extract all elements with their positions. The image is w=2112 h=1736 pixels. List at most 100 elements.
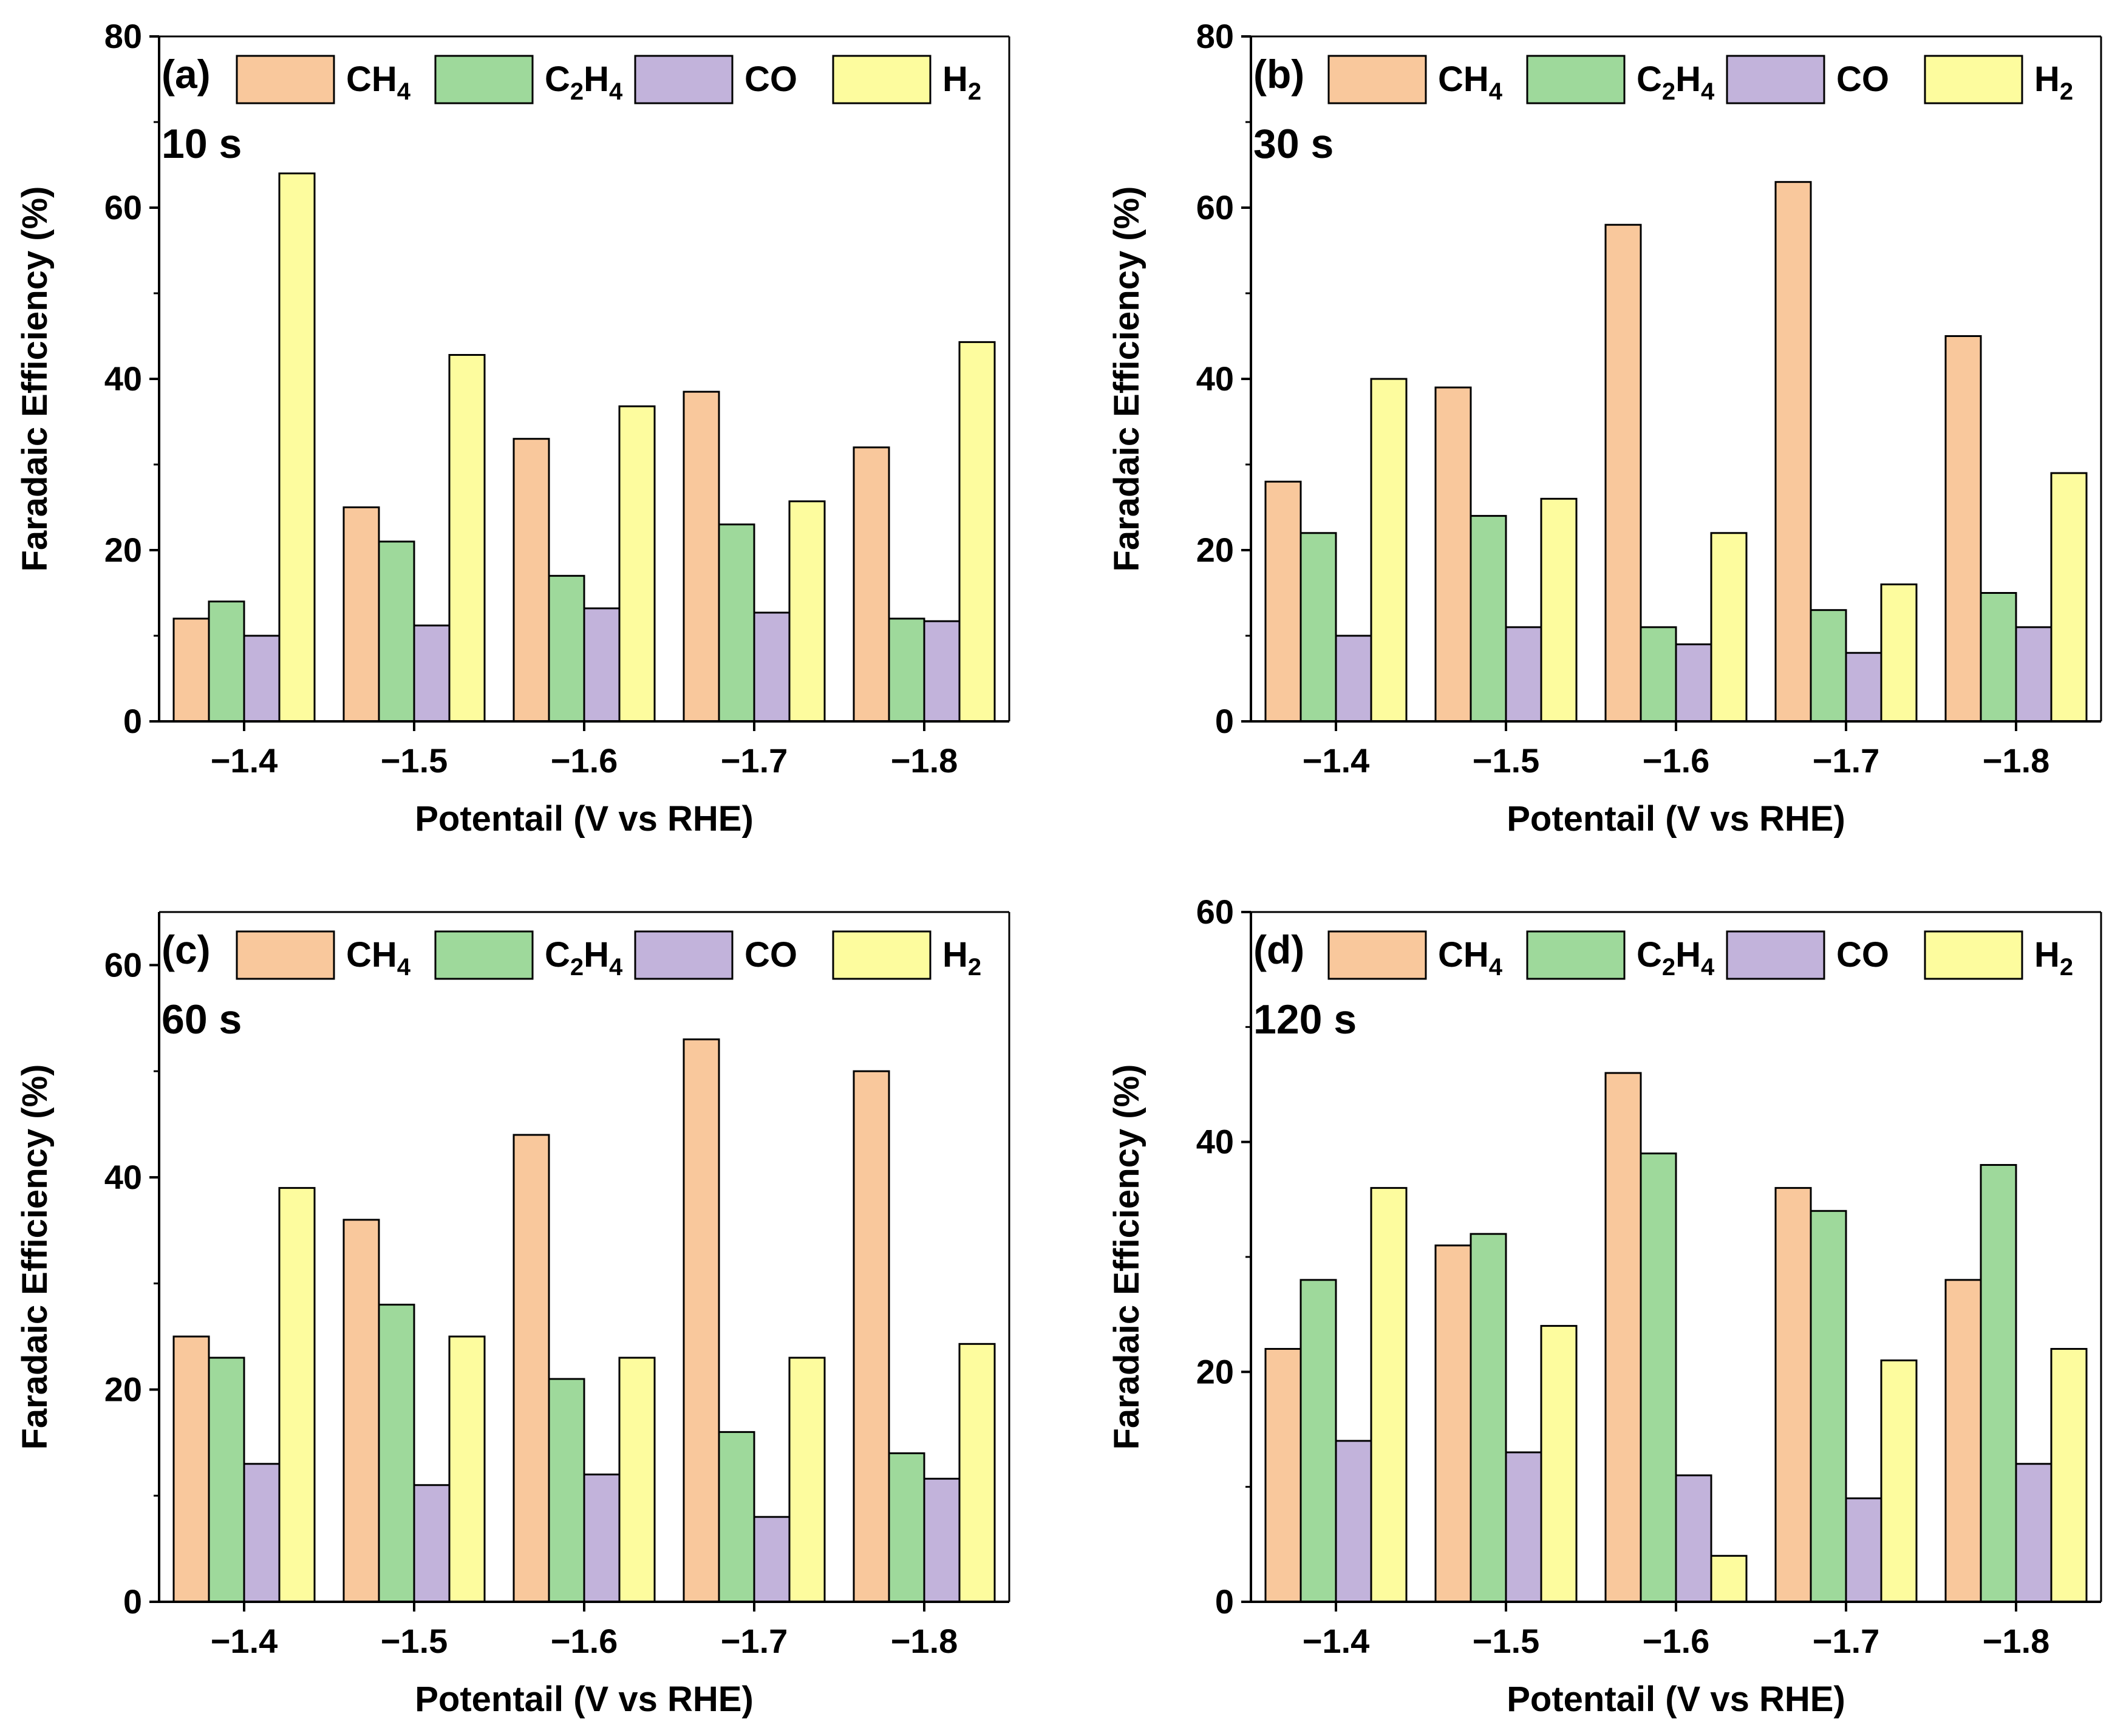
- y-tick-label: 0: [1215, 702, 1234, 740]
- bar-co-2: [413, 624, 451, 723]
- y-tick-label: 60: [1196, 893, 1234, 931]
- bar-h2-1: [278, 172, 316, 723]
- x-axis-title: Potentail (V vs RHE): [415, 799, 754, 839]
- y-axis-title: Faradaic Efficiency (%): [15, 186, 55, 572]
- bar-c2h4-1: [1300, 532, 1337, 723]
- bar-ch4-3: [1604, 223, 1642, 723]
- y-tick-label: 40: [1196, 1123, 1234, 1161]
- x-tick-label: −1.5: [1473, 1622, 1540, 1660]
- bar-c2h4-1: [208, 601, 245, 723]
- time-label: 60 s: [162, 996, 242, 1043]
- bar-co-5: [923, 620, 961, 723]
- legend-swatch-co: [634, 930, 734, 980]
- bar-ch4-3: [513, 1134, 550, 1603]
- bar-ch4-4: [1774, 181, 1812, 723]
- legend-label-c2h4: C2​H4​: [1637, 60, 1715, 105]
- legend: CH4​ C2​H4​ CO H2​: [1327, 55, 2073, 105]
- x-tick-label: −1.7: [1813, 1622, 1880, 1660]
- bar-h2-2: [1540, 497, 1578, 723]
- y-tick-label: 40: [104, 359, 142, 398]
- bar-c2h4-3: [1640, 1152, 1677, 1603]
- y-tick-label: 80: [1196, 17, 1234, 55]
- legend: CH4​ C2​H4​ CO H2​: [236, 930, 981, 981]
- bar-ch4-5: [853, 446, 890, 723]
- bar-co-2: [1505, 626, 1542, 723]
- bar-c2h4-4: [718, 1431, 755, 1603]
- time-label: 30 s: [1253, 121, 1334, 167]
- x-tick-label: −1.6: [551, 1622, 618, 1660]
- legend-label-h2: H2​: [942, 60, 981, 105]
- bar-ch4-4: [683, 1038, 720, 1603]
- bar-ch4-3: [513, 438, 550, 723]
- legend-swatch-h2: [832, 930, 932, 980]
- legend-swatch-c2h4: [434, 55, 534, 104]
- bar-c2h4-5: [888, 1452, 925, 1603]
- legend-swatch-ch4: [236, 55, 335, 104]
- bar-co-3: [1675, 643, 1712, 723]
- y-axis-title: Faradaic Efficiency (%): [1107, 186, 1146, 572]
- bar-h2-3: [618, 405, 656, 723]
- bar-co-1: [1335, 1440, 1372, 1603]
- legend-label-c2h4: C2​H4​: [1637, 935, 1715, 981]
- x-tick-label: −1.8: [891, 1622, 958, 1660]
- legend-swatch-c2h4: [1526, 55, 1626, 104]
- bar-h2-5: [2050, 1347, 2088, 1603]
- bar-co-2: [1505, 1451, 1542, 1603]
- legend-label-h2: H2​: [942, 935, 981, 981]
- legend: CH4​ C2​H4​ CO H2​: [1327, 930, 2073, 981]
- legend-label-ch4: CH4​: [346, 60, 411, 105]
- bar-h2-5: [958, 1343, 996, 1603]
- bar-h2-3: [1710, 532, 1748, 723]
- legend-swatch-ch4: [1327, 55, 1427, 104]
- legend-label-co: CO: [1836, 60, 1889, 99]
- x-tick-label: −1.7: [1813, 741, 1880, 780]
- bar-c2h4-2: [378, 1304, 415, 1603]
- legend-label-ch4: CH4​: [1438, 60, 1503, 105]
- bar-h2-2: [1540, 1325, 1578, 1603]
- x-tick-label: −1.7: [721, 1622, 788, 1660]
- bar-ch4-2: [1434, 1244, 1472, 1603]
- bar-c2h4-3: [548, 574, 585, 723]
- bar-co-4: [1845, 1497, 1882, 1603]
- bar-co-1: [243, 1463, 281, 1603]
- bar-co-1: [1335, 635, 1372, 723]
- bar-ch4-5: [1944, 335, 1982, 723]
- y-tick-label: 40: [1196, 359, 1234, 398]
- bar-c2h4-5: [888, 618, 925, 723]
- bar-c2h4-4: [718, 523, 755, 723]
- legend-swatch-h2: [832, 55, 932, 104]
- y-tick-label: 20: [1196, 1352, 1234, 1391]
- bar-ch4-2: [342, 506, 380, 723]
- y-axis-title: Faradaic Efficiency (%): [1107, 1064, 1146, 1450]
- x-tick-label: −1.8: [1983, 1622, 2050, 1660]
- legend-swatch-h2: [1924, 930, 2023, 980]
- bar-co-4: [753, 611, 791, 723]
- legend-label-co: CO: [744, 60, 797, 99]
- bar-co-2: [413, 1484, 451, 1603]
- time-label: 120 s: [1253, 996, 1357, 1043]
- legend: CH4​ C2​H4​ CO H2​: [236, 55, 981, 105]
- x-tick-label: −1.6: [551, 741, 618, 780]
- y-tick-label: 20: [104, 531, 142, 569]
- chart-panel-c: 0 20 40 60 −1.4 −1.5 −1.6 −1.7 −1.8 Potentail (V …: [15, 911, 1010, 1719]
- bar-h2-4: [788, 500, 826, 723]
- y-tick-label: 60: [1196, 188, 1234, 226]
- bar-h2-5: [2050, 472, 2088, 723]
- legend-label-co: CO: [744, 935, 797, 975]
- panel-label: (d): [1253, 927, 1304, 972]
- legend-swatch-c2h4: [1526, 930, 1626, 980]
- x-tick-label: −1.4: [211, 1622, 278, 1660]
- bar-c2h4-2: [1470, 1233, 1507, 1603]
- bar-h2-4: [1880, 1359, 1918, 1603]
- panel-label: (b): [1253, 52, 1304, 97]
- bar-co-4: [1845, 652, 1882, 723]
- bar-h2-2: [448, 1335, 486, 1603]
- bar-ch4-4: [1774, 1186, 1812, 1603]
- legend-swatch-h2: [1924, 55, 2023, 104]
- legend-swatch-ch4: [236, 930, 335, 980]
- bar-co-1: [243, 635, 281, 723]
- bar-ch4-2: [1434, 386, 1472, 723]
- bar-h2-2: [448, 354, 486, 723]
